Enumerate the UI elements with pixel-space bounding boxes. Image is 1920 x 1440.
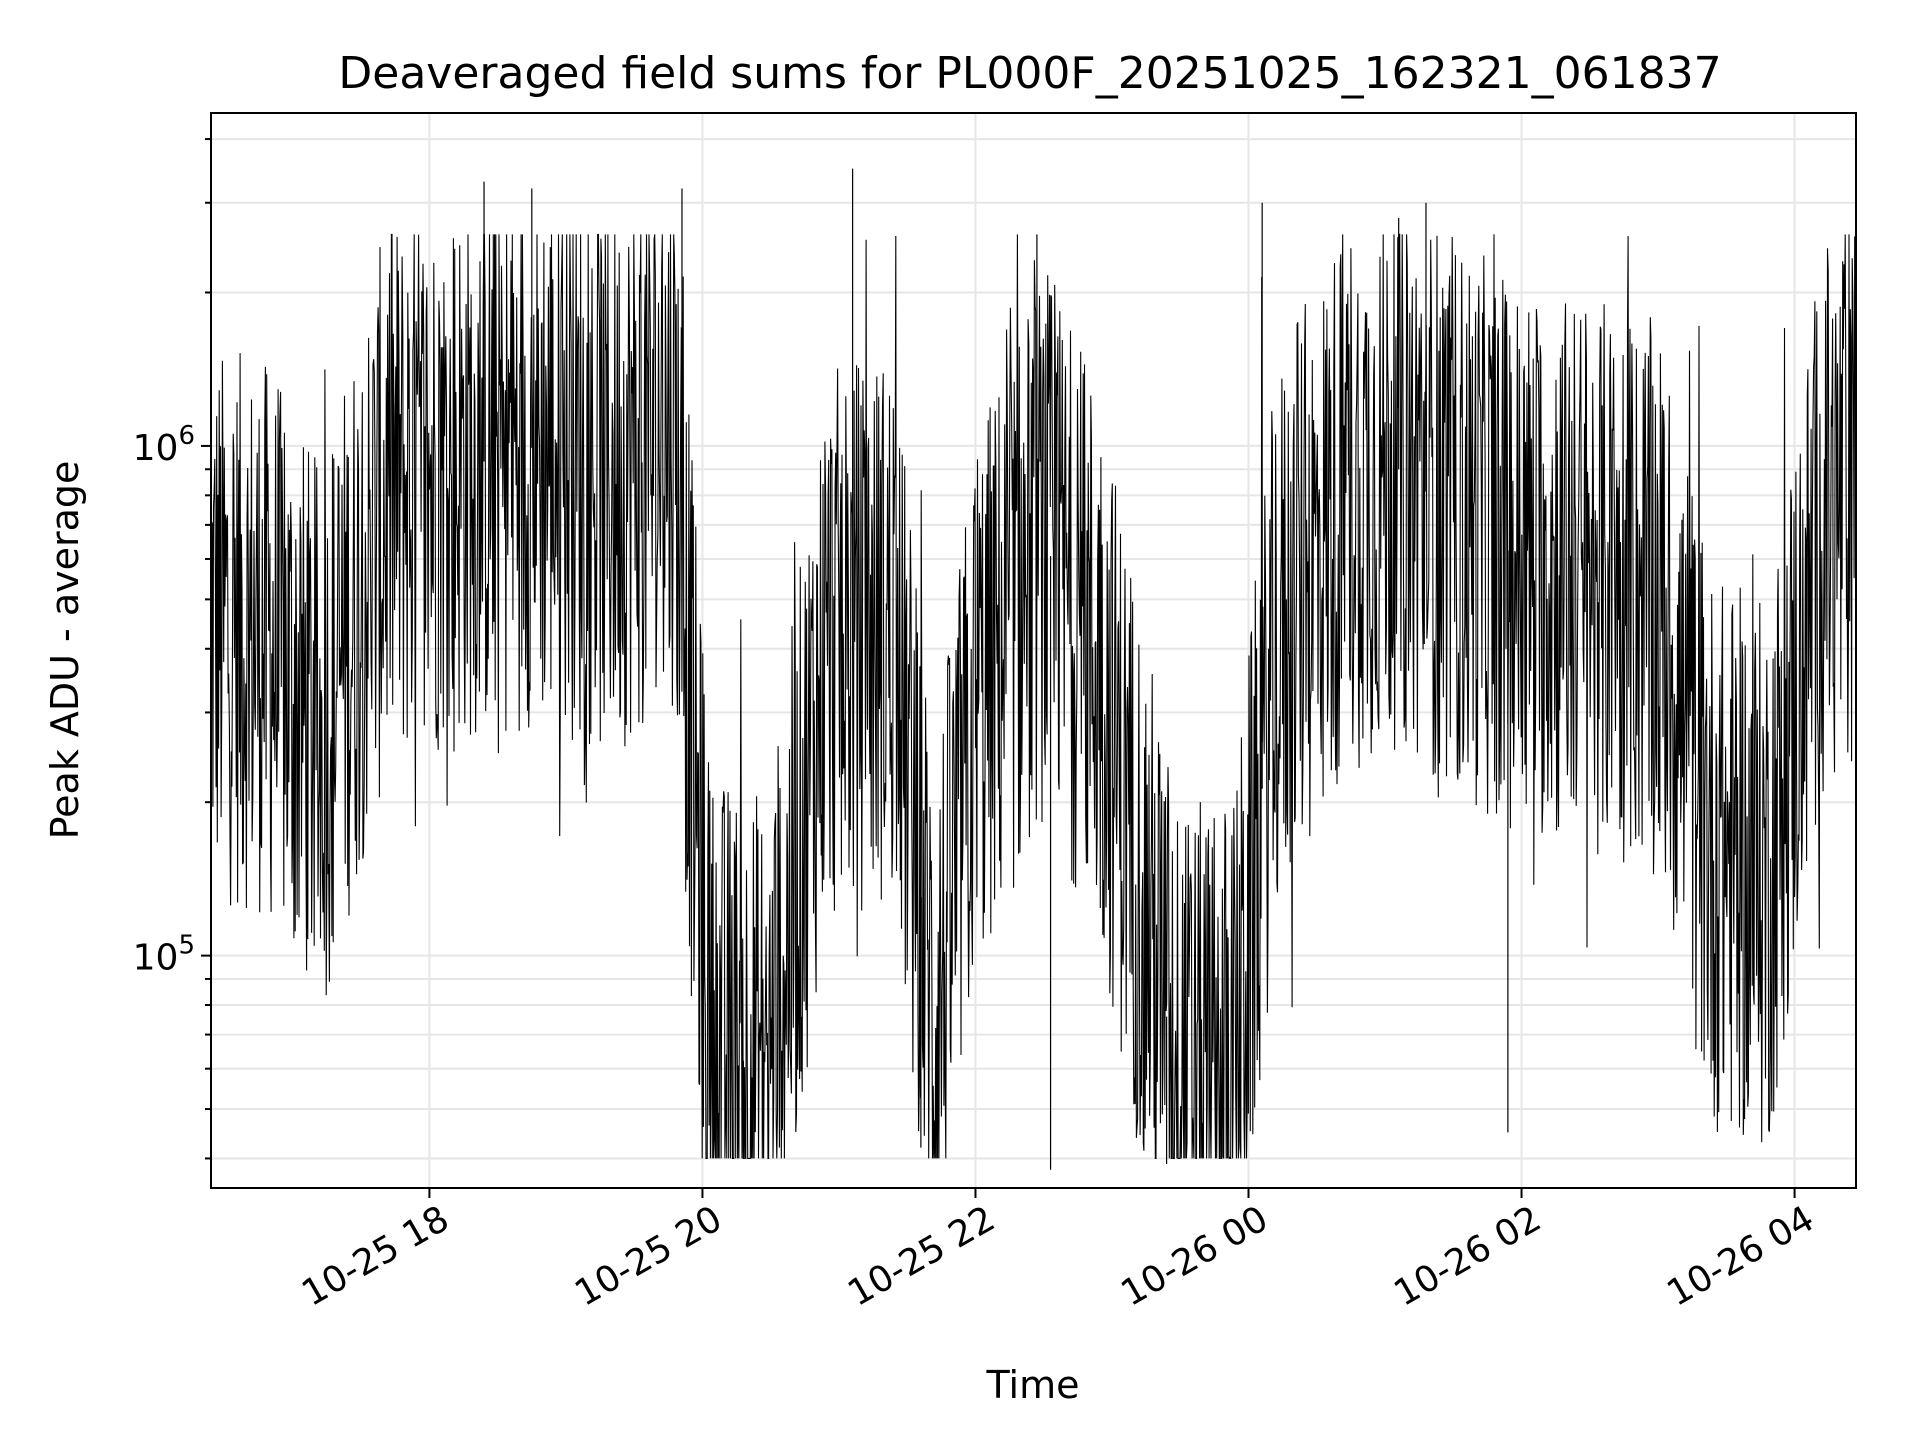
x-tick-label: 10-26 04 <box>1660 1198 1821 1314</box>
y-axis-ticks: 105 106 <box>133 138 211 1160</box>
y-tick-label: 105 <box>133 931 195 979</box>
y-axis-label: Peak ADU - average <box>43 461 87 840</box>
x-axis-label: Time <box>986 1363 1080 1407</box>
chart-title: Deaveraged field sums for PL000F_2025102… <box>338 48 1721 99</box>
y-tick-label: 106 <box>133 421 195 469</box>
x-tick-label: 10-26 00 <box>1114 1198 1275 1314</box>
series-line <box>210 233 1857 1159</box>
plot-frame <box>210 112 1857 1189</box>
x-tick-label: 10-25 20 <box>568 1198 729 1314</box>
x-tick-label: 10-25 18 <box>295 1198 456 1314</box>
data-series <box>210 168 1857 1170</box>
x-tick-label: 10-26 02 <box>1387 1198 1548 1314</box>
x-tick-label: 10-25 22 <box>841 1198 1002 1314</box>
x-axis-ticks: 10-25 18 10-25 20 10-25 22 10-26 00 10-26 02… <box>295 1188 1821 1315</box>
